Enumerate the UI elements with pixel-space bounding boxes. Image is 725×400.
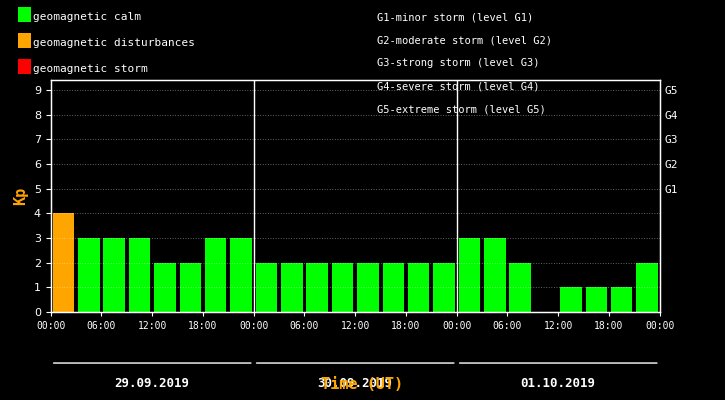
Text: G5-extreme storm (level G5): G5-extreme storm (level G5): [377, 105, 546, 115]
Bar: [256, 263, 277, 312]
Bar: [205, 238, 226, 312]
Text: 30.09.2019: 30.09.2019: [318, 377, 393, 390]
Text: G3-strong storm (level G3): G3-strong storm (level G3): [377, 58, 539, 68]
Bar: [357, 263, 378, 312]
Bar: [383, 263, 404, 312]
Text: geomagnetic calm: geomagnetic calm: [33, 12, 141, 22]
Text: G4-severe storm (level G4): G4-severe storm (level G4): [377, 82, 539, 92]
Text: geomagnetic disturbances: geomagnetic disturbances: [33, 38, 194, 48]
Bar: [104, 238, 125, 312]
Bar: [129, 238, 150, 312]
Y-axis label: Kp: Kp: [13, 187, 28, 205]
Bar: [611, 287, 632, 312]
Bar: [307, 263, 328, 312]
Bar: [637, 263, 658, 312]
Text: Time (UT): Time (UT): [321, 377, 404, 392]
Bar: [231, 238, 252, 312]
Bar: [459, 238, 480, 312]
Bar: [180, 263, 201, 312]
Bar: [154, 263, 175, 312]
Bar: [484, 238, 505, 312]
Bar: [560, 287, 581, 312]
Text: 01.10.2019: 01.10.2019: [521, 377, 596, 390]
Text: geomagnetic storm: geomagnetic storm: [33, 64, 147, 74]
Text: 29.09.2019: 29.09.2019: [115, 377, 190, 390]
Bar: [78, 238, 99, 312]
Bar: [510, 263, 531, 312]
Bar: [586, 287, 607, 312]
Bar: [434, 263, 455, 312]
Bar: [53, 213, 74, 312]
Text: G1-minor storm (level G1): G1-minor storm (level G1): [377, 12, 534, 22]
Bar: [408, 263, 429, 312]
Bar: [332, 263, 353, 312]
Text: G2-moderate storm (level G2): G2-moderate storm (level G2): [377, 35, 552, 45]
Bar: [281, 263, 302, 312]
